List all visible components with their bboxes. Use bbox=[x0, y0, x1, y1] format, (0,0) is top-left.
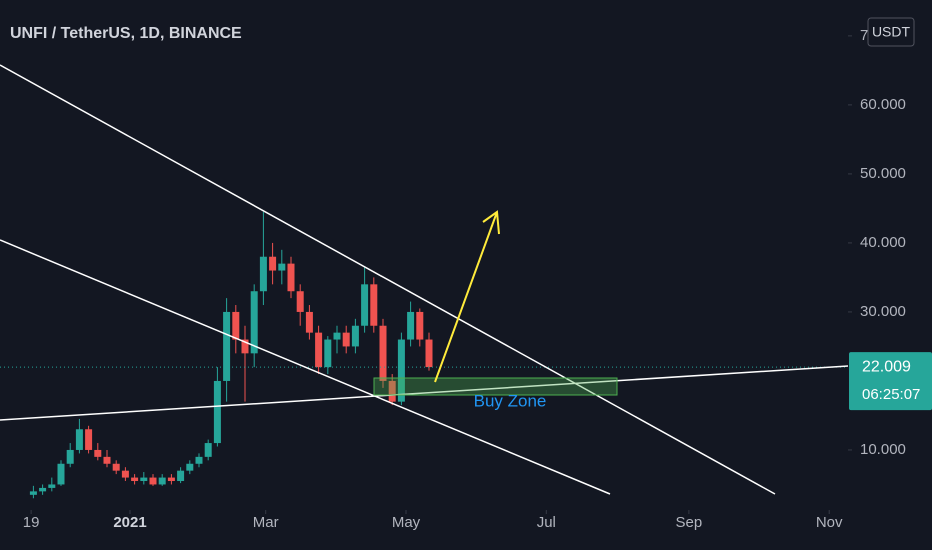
price-label bbox=[849, 352, 932, 411]
candle-body bbox=[351, 325, 359, 347]
candle-body bbox=[342, 332, 350, 347]
candle-body bbox=[269, 256, 277, 271]
candle-body bbox=[388, 380, 396, 402]
currency-box bbox=[867, 17, 915, 47]
price-axis bbox=[848, 0, 932, 550]
candle-body bbox=[213, 380, 221, 444]
arrow bbox=[434, 211, 498, 383]
x-tick-label: May bbox=[392, 514, 421, 531]
y-tick-label: 30.000 bbox=[860, 303, 906, 320]
candle-body bbox=[39, 487, 47, 492]
candle-body bbox=[29, 491, 37, 495]
x-tick-label: Jul bbox=[537, 514, 556, 531]
candle-body bbox=[305, 311, 313, 333]
trend-line bbox=[0, 365, 849, 421]
candle-body bbox=[315, 332, 323, 368]
candle-body bbox=[177, 470, 185, 482]
candle-body bbox=[416, 311, 424, 340]
chart-title: UNFI / TetherUS, 1D, BINANCE bbox=[10, 25, 242, 42]
candle-body bbox=[57, 463, 65, 485]
candle-body bbox=[361, 284, 369, 326]
annotation: Buy Zone bbox=[474, 391, 547, 410]
candle-body bbox=[324, 339, 332, 368]
y-tick-label: 10.000 bbox=[860, 441, 906, 458]
candle-body bbox=[140, 477, 148, 482]
time-axis bbox=[0, 510, 848, 550]
trend-line bbox=[0, 239, 611, 495]
x-tick-label: 19 bbox=[23, 514, 40, 531]
axes: 10.00030.00040.00050.00060.00070.0001920… bbox=[23, 17, 932, 531]
countdown: 06:25:07 bbox=[862, 386, 920, 403]
currency: USDT bbox=[872, 24, 911, 40]
candle-body bbox=[131, 477, 139, 482]
candle-body bbox=[425, 339, 433, 368]
candle-body bbox=[259, 256, 267, 292]
candle-body bbox=[370, 284, 378, 326]
candle-body bbox=[158, 477, 166, 485]
x-tick-label: 2021 bbox=[113, 514, 146, 531]
candle-body bbox=[186, 463, 194, 471]
plot-area bbox=[0, 211, 848, 499]
candle-body bbox=[66, 449, 74, 464]
candle-body bbox=[167, 477, 175, 482]
candle-body bbox=[103, 456, 111, 464]
x-tick-label: Sep bbox=[676, 514, 703, 531]
y-tick-label: 40.000 bbox=[860, 234, 906, 251]
candle-body bbox=[75, 429, 83, 450]
price-label-text: 22.009 bbox=[862, 358, 911, 375]
y-tick-label: 60.000 bbox=[860, 96, 906, 113]
candle-body bbox=[333, 332, 341, 340]
candle-body bbox=[195, 456, 203, 464]
buy-zone bbox=[373, 377, 618, 396]
candle-body bbox=[121, 470, 129, 478]
candle-body bbox=[397, 339, 405, 402]
candle-body bbox=[223, 311, 231, 381]
candle-body bbox=[250, 291, 258, 354]
candle-body bbox=[48, 484, 56, 488]
candle-body bbox=[94, 449, 102, 457]
candle-body bbox=[278, 263, 286, 271]
x-tick-label: Mar bbox=[253, 514, 279, 531]
x-tick-label: Nov bbox=[816, 514, 843, 531]
candle-body bbox=[287, 263, 295, 292]
trend-line bbox=[0, 64, 776, 495]
candle-body bbox=[85, 429, 93, 450]
candle-body bbox=[379, 325, 387, 381]
candle-body bbox=[407, 311, 415, 340]
candle-body bbox=[296, 291, 304, 312]
candle-body bbox=[232, 311, 240, 340]
candle-body bbox=[241, 339, 249, 354]
candle-body bbox=[112, 463, 120, 471]
candle-body bbox=[204, 443, 212, 457]
arrow-head bbox=[482, 210, 500, 235]
candle-body bbox=[149, 477, 157, 485]
y-tick-label: 50.000 bbox=[860, 165, 906, 182]
